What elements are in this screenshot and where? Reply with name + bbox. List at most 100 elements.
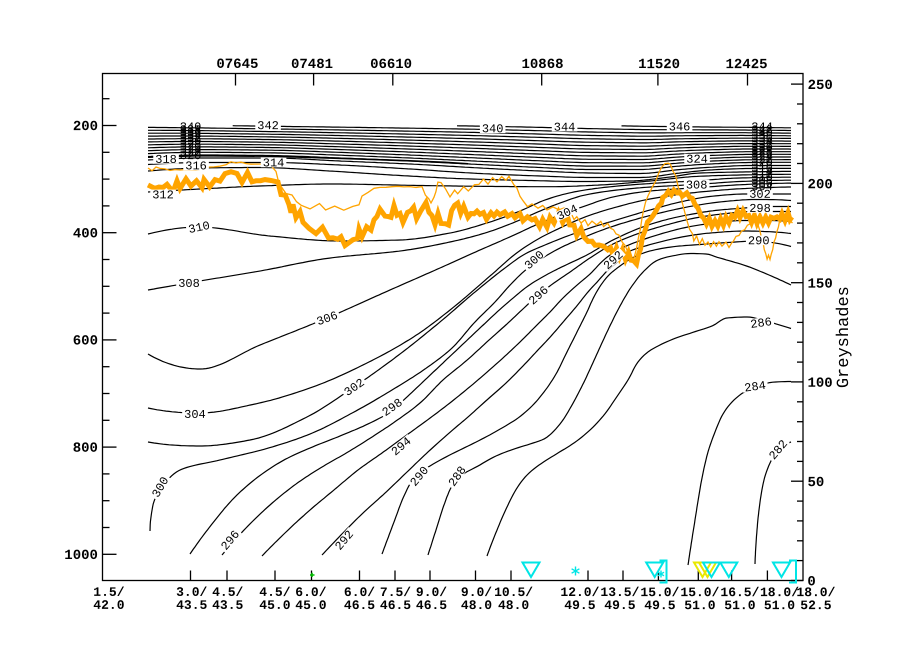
svg-text:42.0: 42.0 (93, 598, 124, 613)
svg-text:332: 332 (751, 138, 773, 152)
svg-text:49.5: 49.5 (564, 598, 595, 613)
svg-text:46.5: 46.5 (416, 598, 447, 613)
svg-text:46.5: 46.5 (344, 598, 375, 613)
svg-text:1000: 1000 (64, 548, 98, 564)
svg-text:0: 0 (807, 574, 815, 590)
svg-text:3.0/: 3.0/ (176, 585, 207, 600)
svg-text:13.5/: 13.5/ (600, 585, 639, 600)
svg-text:342: 342 (751, 123, 773, 137)
svg-text:306: 306 (315, 309, 340, 330)
svg-text:328: 328 (751, 144, 773, 158)
svg-text:334: 334 (751, 135, 773, 149)
svg-text:316: 316 (185, 159, 207, 173)
svg-text:322: 322 (751, 153, 773, 167)
svg-text:200: 200 (73, 119, 98, 135)
svg-text:15.0/: 15.0/ (640, 585, 679, 600)
svg-text:250: 250 (808, 78, 833, 94)
svg-text:346: 346 (669, 120, 691, 134)
svg-text:800: 800 (73, 441, 98, 457)
svg-text:320: 320 (751, 156, 773, 170)
svg-text:306: 306 (751, 177, 773, 191)
svg-text:336: 336 (751, 132, 773, 146)
svg-text:298: 298 (749, 202, 771, 216)
svg-text:6.0/: 6.0/ (295, 585, 326, 600)
svg-text:10868: 10868 (521, 57, 563, 73)
svg-text:302: 302 (749, 188, 771, 202)
svg-text:9.0/: 9.0/ (461, 585, 492, 600)
svg-text:340: 340 (180, 120, 202, 134)
svg-text:342: 342 (257, 119, 279, 133)
svg-text:310: 310 (187, 219, 211, 237)
svg-text:15.0/: 15.0/ (680, 585, 719, 600)
svg-text:310: 310 (751, 171, 773, 185)
svg-text:10.5/: 10.5/ (494, 585, 533, 600)
svg-text:9.0/: 9.0/ (416, 585, 447, 600)
svg-text:340: 340 (751, 126, 773, 140)
svg-text:304: 304 (184, 408, 206, 422)
svg-text:330: 330 (751, 141, 773, 155)
svg-text:43.5: 43.5 (176, 598, 207, 613)
svg-text:12425: 12425 (725, 57, 767, 73)
svg-text:322: 322 (180, 146, 202, 160)
svg-text:318: 318 (751, 159, 773, 173)
svg-text:18.0/: 18.0/ (796, 585, 835, 600)
svg-text:318: 318 (155, 153, 177, 167)
svg-text:308: 308 (751, 174, 773, 188)
svg-text:16.5/: 16.5/ (720, 585, 759, 600)
svg-text:286: 286 (749, 315, 772, 332)
svg-text:600: 600 (73, 334, 98, 350)
svg-text:312: 312 (152, 188, 174, 202)
svg-text:150: 150 (808, 277, 833, 293)
svg-text:200: 200 (808, 177, 833, 193)
svg-text:324: 324 (751, 150, 773, 164)
svg-text:320: 320 (180, 149, 202, 163)
svg-text:338: 338 (751, 129, 773, 143)
svg-text:332: 332 (180, 132, 202, 146)
svg-text:Greyshades: Greyshades (835, 286, 854, 388)
svg-text:6.0/: 6.0/ (344, 585, 375, 600)
svg-text:45.0: 45.0 (295, 598, 326, 613)
svg-text:100: 100 (807, 376, 832, 392)
svg-text:07645: 07645 (216, 57, 258, 73)
svg-text:45.0: 45.0 (259, 598, 290, 613)
svg-text:328: 328 (180, 138, 202, 152)
svg-text:12.0/: 12.0/ (560, 585, 599, 600)
svg-text:06610: 06610 (370, 57, 412, 73)
svg-text:51.0: 51.0 (684, 598, 715, 613)
svg-text:304: 304 (751, 180, 773, 194)
svg-text:4.5/: 4.5/ (212, 585, 243, 600)
svg-text:52.5: 52.5 (800, 598, 831, 613)
svg-text:344: 344 (554, 121, 576, 135)
svg-text:07481: 07481 (291, 57, 333, 73)
svg-text:400: 400 (73, 226, 98, 242)
svg-text:284: 284 (743, 379, 766, 396)
svg-text:49.5: 49.5 (644, 598, 675, 613)
svg-text:51.0: 51.0 (764, 598, 795, 613)
svg-text:51.0: 51.0 (724, 598, 755, 613)
svg-text:43.5: 43.5 (212, 598, 243, 613)
svg-text:334: 334 (180, 129, 202, 143)
svg-text:308: 308 (686, 178, 708, 192)
svg-text:324: 324 (686, 153, 708, 167)
svg-text:314: 314 (263, 156, 285, 170)
svg-text:324: 324 (180, 143, 202, 157)
svg-text:50: 50 (807, 475, 824, 491)
svg-text:48.0: 48.0 (498, 598, 529, 613)
svg-text:316: 316 (751, 162, 773, 176)
svg-text:326: 326 (751, 147, 773, 161)
svg-text:11520: 11520 (638, 57, 680, 73)
svg-text:314: 314 (751, 165, 773, 179)
svg-text:48.0: 48.0 (461, 598, 492, 613)
svg-text:1.5/: 1.5/ (93, 585, 124, 600)
svg-text:49.5: 49.5 (604, 598, 635, 613)
svg-text:312: 312 (751, 168, 773, 182)
svg-text:330: 330 (180, 135, 202, 149)
svg-text:18.0/: 18.0/ (760, 585, 799, 600)
svg-text:4.5/: 4.5/ (259, 585, 290, 600)
svg-text:340: 340 (482, 122, 504, 136)
svg-text:336: 336 (180, 126, 202, 140)
svg-text:326: 326 (180, 141, 202, 155)
svg-text:290: 290 (748, 234, 770, 248)
svg-text:308: 308 (178, 277, 200, 291)
svg-text:7.5/: 7.5/ (380, 585, 411, 600)
